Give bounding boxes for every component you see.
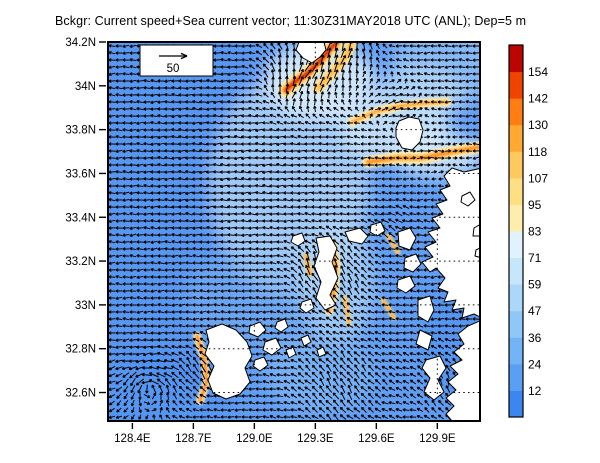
colorbar-tick-label: 83 (528, 225, 542, 239)
colorbar-tick-label: 71 (528, 251, 542, 265)
speed-streak (284, 42, 339, 92)
land-polygon (369, 221, 386, 237)
reference-vector-value: 50 (167, 63, 180, 75)
colorbar-tick-label: 95 (528, 198, 542, 212)
colorbar-segment (509, 98, 523, 126)
land-polygon (262, 337, 282, 356)
lon-tick-label: 128.7E (175, 433, 212, 445)
colorbar-tick-label: 59 (528, 278, 542, 292)
land-polygon (316, 346, 327, 358)
colorbar-segment (509, 71, 523, 99)
lat-tick-label: 32.8N (65, 344, 96, 356)
lat-tick-label: 33N (75, 300, 96, 312)
land-polygon (403, 253, 422, 273)
colorbar-segment (509, 257, 523, 285)
colorbar-segment (509, 151, 523, 179)
lon-tick-label: 128.4E (114, 433, 151, 445)
colorbar-segment (509, 177, 523, 205)
land-polygon (300, 334, 312, 347)
speed-streak (196, 335, 208, 402)
colorbar-segment (509, 231, 523, 259)
land-polygon (252, 356, 269, 372)
land-polygon (285, 346, 297, 359)
land-polygon (396, 275, 416, 294)
land-polygon (248, 321, 267, 338)
land-polygon (204, 323, 253, 400)
colorbar-tick-label: 142 (528, 92, 548, 106)
land-polygon (445, 320, 480, 421)
land-polygon (295, 42, 327, 64)
colorbar-segment (509, 204, 523, 232)
colorbar-segment (509, 124, 523, 152)
lon-tick-label: 129.3E (297, 433, 334, 445)
colorbar-segment (509, 337, 523, 365)
lon-tick-label: 129.9E (419, 433, 456, 445)
land-polygon (417, 295, 435, 323)
colorbar-segment (509, 363, 523, 391)
land-polygon (421, 355, 447, 401)
land-polygon (460, 191, 476, 207)
colorbar-tick-label: 154 (528, 65, 548, 79)
current-vector-arrows (108, 42, 480, 421)
land-polygon (474, 247, 480, 258)
lat-tick-label: 32.6N (65, 388, 96, 400)
colorbar-segment (509, 310, 523, 338)
speed-streak (382, 299, 395, 319)
lat-tick-label: 34.2N (65, 37, 96, 49)
land-polygon (313, 235, 339, 311)
lon-tick-label: 129.6E (358, 433, 395, 445)
colorbar: 12 24 36 47 59 71 83 95 107 118 130 142 154 (508, 44, 548, 418)
colorbar-tick-label: 118 (528, 145, 547, 159)
land-polygon (415, 329, 433, 351)
colorbar-segment (509, 284, 523, 312)
colorbar-tick-label: 130 (528, 118, 548, 132)
lat-tick-label: 33.6N (65, 168, 96, 180)
lon-tick-label: 129.0E (236, 433, 273, 445)
lat-tick-label: 34N (75, 81, 96, 93)
land-polygon (274, 318, 289, 333)
reference-arrow-head-icon (180, 52, 188, 60)
lat-tick-label: 33.2N (65, 256, 96, 268)
land-polygon (299, 298, 315, 314)
reference-vector-box (139, 44, 214, 77)
colorbar-tick-label: 36 (528, 331, 542, 345)
colorbar-segment (509, 390, 523, 418)
figure-title: Bckgr: Current speed+Sea current vector;… (55, 14, 527, 28)
land-layer (204, 42, 480, 421)
map-frame (107, 41, 481, 422)
colorbar-tick-label: 47 (528, 304, 542, 318)
lat-tick-label: 33.8N (65, 125, 96, 137)
land-polygon (344, 227, 369, 245)
colorbar-segment (509, 45, 523, 73)
reference-vector-legend: 50 (139, 44, 214, 77)
lat-tick-label: 33.4N (65, 212, 96, 224)
land-polygon (290, 232, 306, 247)
colorbar-tick-label: 107 (528, 171, 548, 185)
land-polygon (395, 116, 424, 151)
colorbar-tick-label: 12 (528, 384, 542, 398)
land-polygon (472, 223, 480, 237)
land-polygon (397, 227, 417, 251)
land-polygon (421, 167, 480, 319)
axis-ticks: 34.2N 34N 33.8N 33.6N 33.4N 33.2N 33N 32.8N 32.6… (65, 37, 456, 445)
vector-arrows-path (108, 42, 480, 421)
ocean-patch (185, 250, 305, 350)
colorbar-outline (508, 44, 524, 418)
colorbar-tick-label: 24 (528, 357, 542, 371)
